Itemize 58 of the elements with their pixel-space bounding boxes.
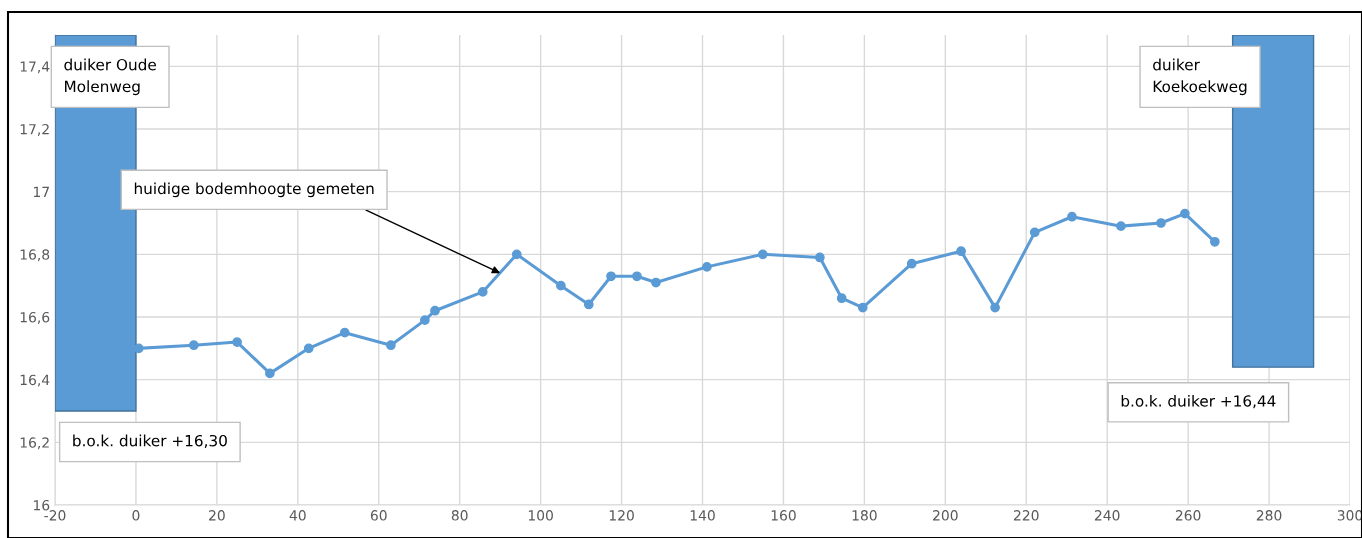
y-tick-label: 17,4 <box>20 61 50 74</box>
x-tick-label: 180 <box>852 510 877 521</box>
x-tick-label: 220 <box>1014 510 1039 521</box>
annotation: b.o.k. duiker +16,30 <box>73 434 227 448</box>
point <box>1209 236 1220 247</box>
annotation: duiker Koekoekweg <box>1153 58 1247 96</box>
x-tick-label: 100 <box>528 510 553 521</box>
x-tick-label: 120 <box>609 510 634 521</box>
y-tick-label: 16,6 <box>20 311 50 324</box>
point <box>1180 208 1190 219</box>
point <box>651 277 661 288</box>
point <box>303 343 314 354</box>
x-tick-label: 280 <box>1256 510 1282 521</box>
point <box>1156 218 1166 228</box>
point <box>511 249 522 260</box>
y-tick-label: 16,2 <box>20 437 49 450</box>
point <box>1029 227 1040 238</box>
point <box>632 271 642 282</box>
point <box>265 368 275 379</box>
annotation: duiker Oude Molenweg <box>64 58 156 96</box>
x-tick-label: -20 <box>44 510 66 521</box>
point <box>857 302 868 313</box>
point <box>836 293 847 304</box>
point <box>702 262 712 272</box>
x-tick-label: 140 <box>690 510 715 521</box>
point <box>477 287 488 297</box>
x-tick-label: 80 <box>451 510 468 521</box>
x-tick-label: 160 <box>771 510 796 521</box>
annotation: b.o.k. duiker +16,44 <box>1121 394 1276 409</box>
point <box>1116 221 1126 231</box>
point <box>583 299 594 310</box>
point <box>188 340 199 351</box>
point <box>1067 211 1077 222</box>
point <box>339 327 350 338</box>
point <box>420 315 430 325</box>
x-tick-label: 200 <box>933 510 958 521</box>
point <box>386 340 396 351</box>
point <box>906 258 917 269</box>
point <box>232 337 242 347</box>
y-tick-label: 17 <box>33 186 49 197</box>
x-tick-label: 20 <box>209 510 225 521</box>
point <box>990 302 1000 313</box>
y-tick-label: 16,8 <box>20 249 50 262</box>
x-tick-label: 40 <box>289 510 306 521</box>
y-tick-label: 16 <box>33 499 50 511</box>
point <box>555 280 566 291</box>
annotation: huidige bodemhoogte gemeten <box>134 182 374 198</box>
point <box>430 305 440 316</box>
y-tick-label: 17,2 <box>20 123 49 136</box>
x-tick-label: 260 <box>1175 510 1201 521</box>
point <box>956 246 966 257</box>
x-tick-label: 240 <box>1094 510 1120 521</box>
x-tick-label: 0 <box>132 510 140 521</box>
point <box>814 252 825 263</box>
x-tick-label: 60 <box>370 510 387 521</box>
point <box>606 271 616 282</box>
point <box>757 249 768 260</box>
y-tick-label: 16,4 <box>20 374 50 387</box>
